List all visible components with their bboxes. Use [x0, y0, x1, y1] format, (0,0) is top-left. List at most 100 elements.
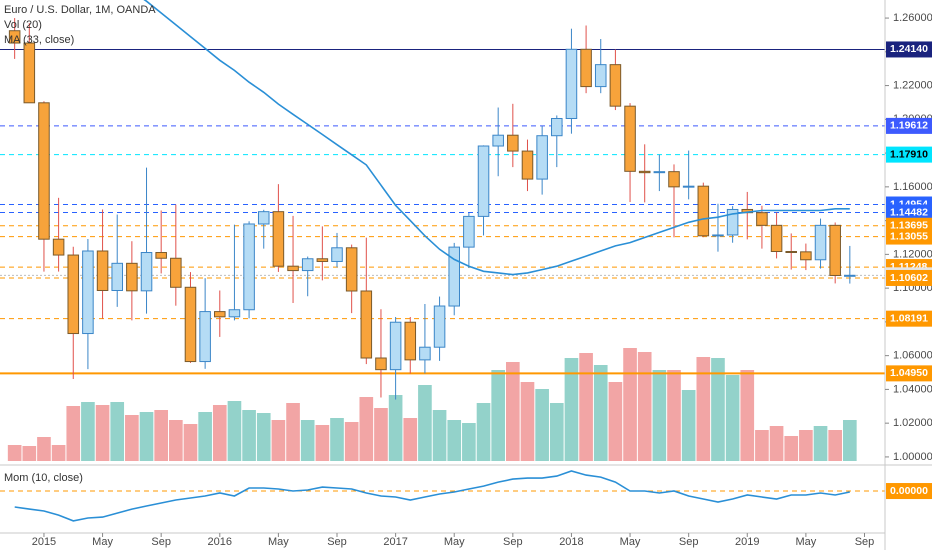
volume-bar	[212, 405, 227, 461]
volume-bar	[549, 403, 564, 461]
volume-bar	[799, 430, 813, 461]
candle-body	[477, 145, 490, 217]
candle-body	[38, 102, 50, 240]
volume-bar	[711, 358, 725, 461]
candle-body	[609, 64, 622, 107]
y-tick-label: 1.12000	[893, 248, 932, 260]
x-tick-label: May	[620, 536, 641, 548]
volume-bar	[667, 370, 681, 461]
volume-bar	[139, 412, 154, 461]
volume-bar	[110, 402, 125, 461]
candle-body	[199, 311, 211, 363]
candle-body	[624, 105, 636, 172]
volume-bar	[447, 420, 462, 461]
volume-bar	[725, 375, 740, 461]
x-tick-label: Sep	[679, 536, 699, 548]
candle-body	[345, 247, 358, 292]
momentum-line	[14, 470, 850, 522]
volume-bar	[198, 412, 212, 461]
candle-body	[52, 238, 65, 256]
level-label: 1.24140	[890, 43, 928, 55]
candle-body	[785, 251, 797, 254]
volume-bar	[344, 422, 359, 461]
y-tick-label: 1.02000	[893, 417, 932, 429]
candle-body	[770, 224, 783, 253]
volume-bar	[388, 395, 403, 461]
level-label: 1.17910	[890, 148, 928, 160]
x-tick-label: Sep	[327, 536, 347, 548]
volume-bar	[330, 418, 344, 461]
level-tag	[886, 269, 932, 286]
level-label: 0.00000	[890, 485, 928, 497]
candle-body	[301, 258, 314, 272]
x-tick-label: May	[795, 536, 816, 548]
volume-bar	[81, 402, 95, 461]
x-tick-label: 2018	[559, 536, 583, 548]
candle-body	[682, 185, 695, 188]
candle-body	[419, 346, 431, 361]
level-label: 1.13695	[890, 220, 928, 232]
candle-body	[800, 251, 812, 261]
axis-labels: 1.260001.240001.220001.200001.180001.160…	[32, 12, 932, 548]
x-tick-label: May	[444, 536, 465, 548]
x-tick-label: 2015	[32, 536, 56, 548]
candle-body	[214, 311, 226, 318]
candle-body	[8, 30, 21, 44]
volume-bar	[286, 403, 300, 461]
candle-body	[492, 134, 504, 147]
legend-momentum: Mom (10, close)	[4, 472, 83, 484]
volume-bar	[593, 365, 608, 461]
x-tick-label: 2017	[383, 536, 407, 548]
x-tick-label: May	[268, 536, 289, 548]
x-tick-label: Sep	[503, 536, 523, 548]
volume-bar	[169, 420, 183, 461]
candle-body	[580, 48, 592, 88]
volume-bar	[300, 420, 315, 461]
candle-body	[829, 224, 841, 276]
candle-body	[712, 234, 724, 237]
candle-body	[463, 215, 475, 248]
candle-body	[521, 150, 534, 180]
y-tick-label: 1.06000	[893, 350, 932, 362]
y-tick-label: 1.26000	[893, 12, 932, 24]
level-tag	[886, 228, 932, 245]
volume-bar	[579, 353, 593, 461]
volume-bar	[828, 430, 843, 461]
level-tag	[886, 41, 932, 58]
volume-bar	[755, 430, 769, 461]
level-label: 1.08191	[890, 312, 928, 324]
x-tick-label: 2019	[735, 536, 759, 548]
volume-bar	[271, 420, 286, 461]
volume-bar	[476, 403, 491, 461]
volume-bar	[652, 370, 667, 461]
volume-bar	[520, 382, 535, 461]
level-label: 1.19612	[890, 120, 928, 132]
volume-bar	[418, 385, 432, 461]
candle-body	[536, 135, 548, 180]
volume-bar	[183, 424, 198, 461]
volume-bar	[315, 425, 330, 461]
level-label: 1.14482	[890, 206, 928, 218]
candle-body	[814, 224, 827, 261]
volume-bar	[374, 408, 388, 461]
level-tag	[886, 146, 932, 163]
x-tick-label: Sep	[151, 536, 171, 548]
candle-body	[433, 305, 446, 348]
volume-bar	[256, 413, 271, 461]
level-tag	[886, 483, 932, 500]
volume-bar	[7, 445, 22, 461]
volume-bar	[22, 446, 37, 461]
candle-body	[316, 258, 329, 262]
candle-body	[331, 247, 343, 262]
volume-bar	[813, 426, 828, 461]
volume-bar	[359, 397, 374, 461]
level-tag	[886, 204, 932, 221]
candle-body	[668, 171, 680, 188]
candle-body	[228, 309, 241, 318]
candle-body	[67, 254, 80, 335]
legend-ma: MA (33, close)	[4, 34, 74, 46]
candle-body	[697, 185, 710, 237]
candle-body	[448, 246, 460, 307]
candle-body	[389, 321, 402, 371]
level-tag	[886, 117, 932, 134]
